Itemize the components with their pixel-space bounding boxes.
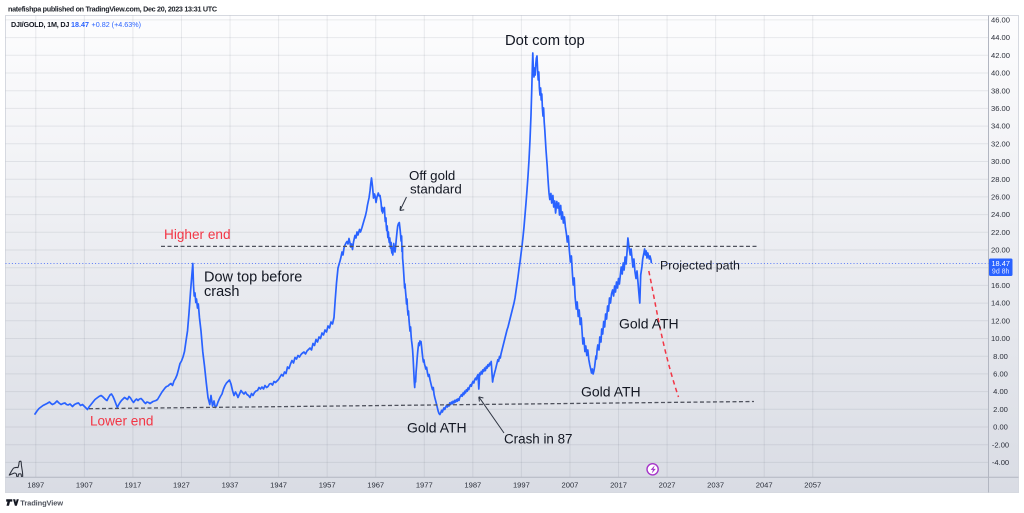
svg-text:28.00: 28.00 (991, 175, 1010, 184)
svg-text:2037: 2037 (707, 481, 724, 490)
svg-text:36.00: 36.00 (991, 104, 1010, 113)
svg-text:16.00: 16.00 (991, 281, 1010, 290)
svg-text:1987: 1987 (464, 481, 481, 490)
svg-text:Higher end: Higher end (164, 227, 231, 242)
svg-text:9d 8h: 9d 8h (992, 269, 1010, 276)
svg-text:natefishpa published on Tradin: natefishpa published on TradingView.com,… (8, 5, 217, 14)
svg-text:12.00: 12.00 (991, 316, 1010, 325)
svg-text:24.00: 24.00 (991, 210, 1010, 219)
svg-text:Dow top before: Dow top before (204, 270, 302, 286)
svg-text:Gold ATH: Gold ATH (619, 316, 679, 332)
svg-text:1947: 1947 (270, 481, 287, 490)
svg-text:42.00: 42.00 (991, 51, 1010, 60)
svg-text:1967: 1967 (367, 481, 384, 490)
svg-text:Crash in 87: Crash in 87 (504, 432, 572, 447)
svg-text:1997: 1997 (513, 481, 530, 490)
svg-text:1937: 1937 (222, 481, 239, 490)
svg-text:DJI/GOLD, 1M, DJ: DJI/GOLD, 1M, DJ (11, 20, 69, 29)
svg-text:1957: 1957 (319, 481, 336, 490)
svg-text:-2.00: -2.00 (992, 440, 1009, 449)
svg-text:0.00: 0.00 (993, 423, 1008, 432)
svg-text:Gold ATH: Gold ATH (581, 384, 641, 400)
svg-text:1907: 1907 (76, 481, 93, 490)
svg-text:20.00: 20.00 (991, 246, 1010, 255)
svg-text:18.47: 18.47 (991, 259, 1010, 268)
svg-text:46.00: 46.00 (991, 16, 1010, 25)
svg-text:crash: crash (204, 284, 239, 300)
svg-text:4.00: 4.00 (993, 387, 1008, 396)
svg-text:2057: 2057 (804, 481, 821, 490)
svg-text:TradingView: TradingView (20, 499, 63, 508)
svg-text:10.00: 10.00 (991, 334, 1010, 343)
svg-text:22.00: 22.00 (991, 228, 1010, 237)
svg-text:-4.00: -4.00 (992, 458, 1009, 467)
svg-text:40.00: 40.00 (991, 69, 1010, 78)
svg-text:26.00: 26.00 (991, 193, 1010, 202)
svg-text:Projected path: Projected path (660, 259, 740, 273)
svg-text:18.47: 18.47 (71, 20, 89, 29)
svg-text:8.00: 8.00 (993, 352, 1008, 361)
svg-text:1917: 1917 (124, 481, 141, 490)
svg-text:34.00: 34.00 (991, 122, 1010, 131)
svg-text:2.00: 2.00 (993, 405, 1008, 414)
svg-text:1927: 1927 (173, 481, 190, 490)
svg-text:Off gold: Off gold (409, 168, 455, 183)
svg-text:2007: 2007 (562, 481, 579, 490)
svg-text:44.00: 44.00 (991, 33, 1010, 42)
svg-text:1977: 1977 (416, 481, 433, 490)
svg-text:14.00: 14.00 (991, 299, 1010, 308)
svg-text:6.00: 6.00 (993, 370, 1008, 379)
svg-text:Lower end: Lower end (90, 414, 153, 429)
svg-text:30.00: 30.00 (991, 157, 1010, 166)
svg-text:38.00: 38.00 (991, 86, 1010, 95)
svg-text:2047: 2047 (756, 481, 773, 490)
svg-text:32.00: 32.00 (991, 139, 1010, 148)
svg-text:2027: 2027 (659, 481, 676, 490)
svg-text:Gold ATH: Gold ATH (407, 420, 467, 436)
svg-text:+0.82 (+4.63%): +0.82 (+4.63%) (92, 20, 142, 29)
svg-text:1897: 1897 (27, 481, 44, 490)
svg-text:2017: 2017 (610, 481, 627, 490)
svg-text:Dot com top: Dot com top (505, 33, 585, 49)
svg-text:standard: standard (410, 182, 462, 197)
